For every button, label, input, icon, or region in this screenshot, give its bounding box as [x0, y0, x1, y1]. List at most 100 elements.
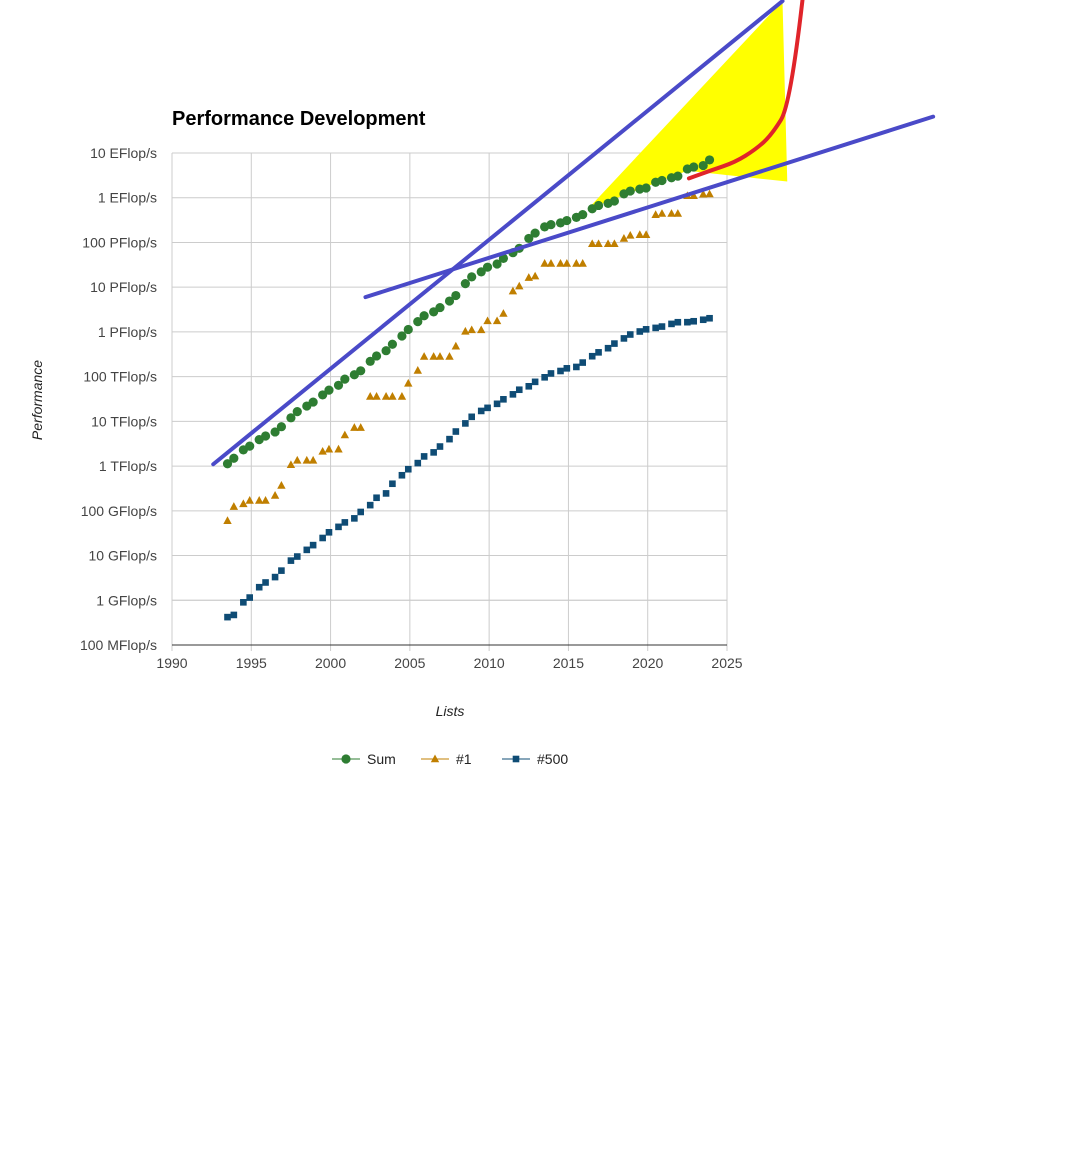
legend-label: #500 [537, 751, 568, 767]
rank1-point [324, 444, 334, 453]
rank1-point [515, 281, 524, 290]
rank1-point [277, 481, 286, 489]
legend-marker [341, 754, 351, 764]
legend-marker [430, 754, 440, 763]
rank500-point [240, 599, 247, 606]
sum-point [270, 427, 280, 437]
y-axis-title: Performance [29, 360, 45, 440]
rank500-point [366, 501, 374, 509]
x-tick-label: 2010 [474, 655, 505, 671]
sum-point [562, 215, 572, 226]
rank1-point [270, 491, 280, 499]
rank1-point [413, 366, 422, 374]
x-tick-label: 2020 [632, 655, 663, 671]
rank1-point [388, 392, 397, 400]
rank1-point [245, 496, 254, 504]
rank500-point [319, 534, 326, 542]
x-tick-label: 2015 [553, 655, 584, 671]
sum-point [229, 453, 239, 463]
legend-marker [512, 755, 520, 763]
sum-point [397, 331, 407, 341]
rank1-point [318, 446, 327, 455]
rank1-point [508, 286, 518, 295]
highlight-region [587, 1, 788, 210]
sum-point [625, 186, 635, 196]
rank500-point [706, 314, 713, 322]
rank500-point [278, 567, 285, 574]
rank500-point [588, 352, 596, 360]
rank1-point [499, 309, 508, 317]
sum-point [324, 385, 334, 395]
rank1-point [467, 325, 476, 334]
sum-point [381, 346, 391, 356]
sum-point [578, 209, 588, 220]
sum-point [609, 196, 620, 206]
rank1-point [302, 455, 311, 464]
rank500-point [652, 324, 659, 332]
rank500-point [604, 344, 612, 352]
y-tick-label: 1 TFlop/s [99, 458, 157, 474]
rank1-point [588, 239, 597, 248]
rank500-point [668, 320, 675, 328]
y-tick-label: 100 TFlop/s [83, 369, 157, 385]
rank1-point [419, 352, 429, 360]
legend: Sum #1 #500 [332, 751, 568, 767]
rank1-point [619, 234, 629, 242]
series-layer [222, 155, 715, 621]
y-tick-label: 10 TFlop/s [91, 413, 157, 429]
rank500-point [699, 316, 707, 324]
rank500-point [557, 367, 564, 375]
rank500-point [579, 359, 586, 366]
rank1-point [350, 423, 359, 431]
sum-point [435, 302, 445, 313]
rank500-point [690, 317, 697, 325]
sum-point [498, 253, 509, 264]
sum-point [641, 183, 651, 193]
sum-point [318, 390, 328, 400]
rank1-point [429, 352, 438, 360]
rank1-point [540, 258, 549, 267]
rank500-point [509, 391, 517, 398]
rank500-point [436, 443, 444, 450]
rank1-point [293, 455, 302, 464]
legend-label: #1 [456, 751, 472, 767]
rank500-point [636, 328, 644, 335]
rank500-point [531, 378, 539, 386]
sum-point [689, 162, 699, 172]
y-tick-label: 1 PFlop/s [98, 324, 157, 340]
rank1-point [603, 239, 613, 248]
rank1-point [239, 499, 248, 508]
x-tick-label: 2025 [711, 655, 742, 671]
y-tick-label: 10 GFlop/s [89, 548, 157, 564]
rank500-point [325, 528, 333, 536]
y-tick-label: 1 GFlop/s [96, 592, 157, 608]
sum-point [245, 441, 255, 451]
rank500-point [515, 386, 523, 394]
y-tick-label: 10 EFlop/s [90, 145, 157, 161]
rank1-point [572, 258, 581, 267]
legend-item: #1 [421, 751, 472, 767]
steep-trend-line [211, 0, 785, 467]
x-axis-title: Lists [436, 703, 465, 719]
rank1-point [404, 378, 413, 387]
sum-point [276, 422, 287, 432]
rank1-point [635, 230, 644, 238]
sum-point [365, 356, 375, 366]
rank1-point [524, 273, 533, 281]
x-tick-label: 1990 [156, 655, 187, 671]
rank500-point [452, 428, 460, 435]
rank500-point [373, 494, 380, 502]
sum-point [413, 317, 423, 327]
rank500-point [287, 557, 295, 564]
rank500-point [303, 546, 311, 554]
rank1-point [372, 392, 381, 400]
rank1-point [381, 392, 391, 400]
rank1-point [651, 210, 660, 218]
y-tick-label: 100 PFlop/s [82, 234, 157, 250]
x-tick-label: 1995 [236, 655, 267, 671]
chart-title: Performance Development [172, 108, 426, 130]
sum-point [260, 431, 271, 441]
sum-point [286, 413, 296, 423]
rank500-point [341, 519, 349, 526]
